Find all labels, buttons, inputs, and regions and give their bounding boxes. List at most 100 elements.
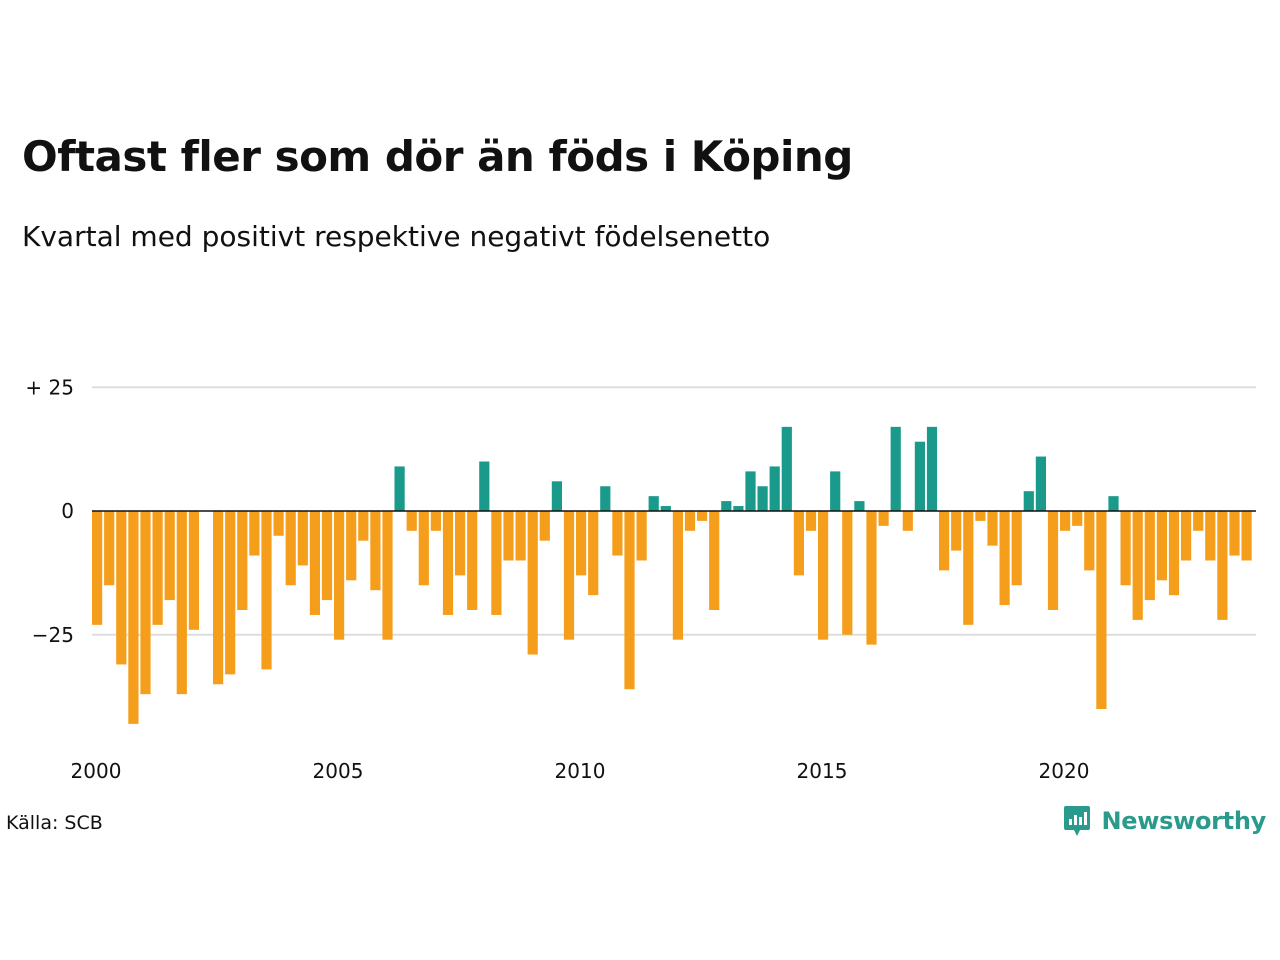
x-tick-label: 2020	[1039, 759, 1090, 783]
bar-negative	[116, 511, 127, 665]
y-tick-label: + 25	[25, 375, 74, 399]
bar-negative	[576, 511, 587, 576]
bar-negative	[418, 511, 429, 586]
bar-negative	[527, 511, 538, 655]
bar-positive	[600, 486, 611, 511]
bar-negative	[491, 511, 502, 615]
bar-negative	[793, 511, 804, 576]
newsworthy-logo-icon	[1064, 806, 1091, 836]
bar-positive	[914, 441, 925, 511]
bar-negative	[515, 511, 526, 561]
bar-negative	[636, 511, 647, 561]
bar-negative	[588, 511, 599, 596]
bar-negative	[975, 511, 986, 521]
bar-negative	[140, 511, 151, 695]
bar-negative	[406, 511, 417, 531]
source-note: Källa: SCB	[6, 812, 103, 834]
bar-negative	[1156, 511, 1167, 581]
bar-negative	[334, 511, 345, 640]
bar-negative	[249, 511, 260, 556]
bar-negative	[878, 511, 889, 526]
bar-negative	[866, 511, 877, 645]
bar-negative	[1132, 511, 1143, 620]
bar-positive	[660, 506, 671, 511]
bar-positive	[394, 466, 405, 511]
bar-negative	[1047, 511, 1059, 610]
bar-negative	[539, 511, 550, 541]
bar-negative	[321, 511, 333, 601]
bar-negative	[128, 511, 139, 724]
bar-positive	[551, 481, 562, 511]
bar-negative	[1144, 511, 1155, 601]
bar-positive	[890, 426, 901, 511]
bar-negative	[346, 511, 357, 581]
bar-negative	[467, 511, 478, 610]
bar-negative	[285, 511, 296, 586]
bar-negative	[1168, 511, 1180, 596]
bar-positive	[733, 506, 744, 511]
brand-logo[interactable]: Newsworthy	[1063, 804, 1266, 838]
bar-negative	[563, 511, 575, 640]
bar-negative	[902, 511, 913, 531]
bar-negative	[225, 511, 236, 675]
bar-negative	[939, 511, 950, 571]
bar-positive	[854, 501, 865, 511]
bar-negative	[951, 511, 962, 551]
bar-negative	[963, 511, 974, 625]
bar-negative	[1072, 511, 1083, 526]
x-axis-labels: 2000 2005 2010 2015 2020	[71, 759, 1090, 783]
bar-negative	[164, 511, 175, 601]
chart-title: Oftast fler som dör än föds i Köping	[22, 132, 853, 181]
bar-negative	[818, 511, 829, 640]
bar-negative	[697, 511, 708, 521]
bar-negative	[684, 511, 696, 531]
bar-positive	[1023, 491, 1034, 511]
bar-negative	[987, 511, 998, 546]
bar-negative	[1241, 511, 1252, 561]
bar-negative	[503, 511, 514, 561]
bar-negative	[455, 511, 466, 576]
bar-positive	[479, 461, 490, 511]
bar-positive	[721, 501, 732, 511]
bar-negative	[672, 511, 683, 640]
bars	[92, 426, 1252, 724]
x-tick-label: 2000	[71, 759, 122, 783]
bar-negative	[273, 511, 284, 536]
bar-negative	[1181, 511, 1192, 561]
bar-negative	[237, 511, 248, 610]
bar-negative	[104, 511, 115, 586]
bar-positive	[757, 486, 768, 511]
bar-positive	[781, 426, 792, 511]
y-axis-labels: + 25 0 −25	[25, 375, 74, 647]
y-tick-label: −25	[32, 623, 74, 647]
bar-negative	[842, 511, 853, 635]
bar-negative	[1096, 511, 1107, 709]
bar-negative	[1193, 511, 1204, 531]
bar-negative	[261, 511, 272, 670]
brand-name: Newsworthy	[1101, 807, 1266, 835]
x-tick-label: 2010	[555, 759, 606, 783]
bar-positive	[769, 466, 780, 511]
bar-negative	[1217, 511, 1228, 620]
bar-negative	[176, 511, 187, 695]
bar-negative	[1011, 511, 1022, 586]
y-tick-label: 0	[61, 499, 74, 523]
bar-negative	[309, 511, 320, 615]
bar-negative	[297, 511, 308, 566]
bar-negative	[370, 511, 381, 591]
bar-negative	[152, 511, 163, 625]
bar-negative	[999, 511, 1010, 606]
bar-negative	[709, 511, 720, 610]
bar-positive	[926, 426, 938, 511]
bar-positive	[1108, 496, 1119, 511]
bar-negative	[805, 511, 817, 531]
bar-positive	[745, 471, 756, 511]
bar-negative	[382, 511, 393, 640]
bar-negative	[1205, 511, 1216, 561]
bar-negative	[1084, 511, 1095, 571]
bar-negative	[624, 511, 635, 690]
bar-positive	[648, 496, 659, 511]
bar-negative	[1229, 511, 1240, 556]
bar-negative	[188, 511, 199, 630]
